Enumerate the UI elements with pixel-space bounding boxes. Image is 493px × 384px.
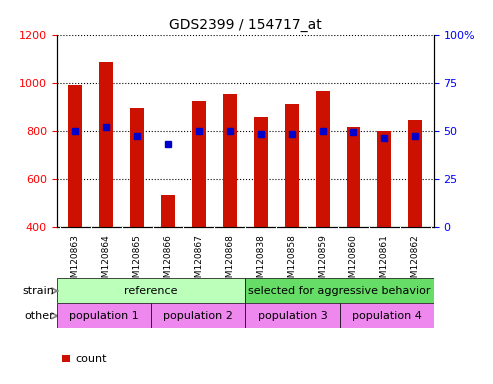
Bar bbox=[254, 117, 268, 227]
Bar bbox=[69, 85, 82, 227]
Bar bbox=[57, 303, 151, 328]
Text: population 1: population 1 bbox=[69, 311, 139, 321]
Text: GSM120858: GSM120858 bbox=[287, 234, 296, 289]
Bar bbox=[223, 94, 237, 227]
Text: GSM120865: GSM120865 bbox=[133, 234, 141, 289]
Bar bbox=[62, 355, 70, 362]
Bar bbox=[408, 120, 422, 227]
Bar bbox=[316, 91, 329, 227]
Text: GSM120859: GSM120859 bbox=[318, 234, 327, 289]
Bar bbox=[99, 62, 113, 227]
Bar bbox=[130, 108, 144, 227]
Text: GSM120860: GSM120860 bbox=[349, 234, 358, 289]
Bar bbox=[57, 278, 245, 303]
Title: GDS2399 / 154717_at: GDS2399 / 154717_at bbox=[169, 18, 321, 32]
Bar bbox=[151, 303, 245, 328]
Text: GSM120861: GSM120861 bbox=[380, 234, 389, 289]
Text: GSM120864: GSM120864 bbox=[102, 234, 110, 289]
Text: count: count bbox=[75, 354, 107, 364]
Text: GSM120838: GSM120838 bbox=[256, 234, 265, 289]
Text: population 4: population 4 bbox=[352, 311, 422, 321]
Bar bbox=[245, 278, 434, 303]
Text: GSM120863: GSM120863 bbox=[70, 234, 80, 289]
Text: GSM120866: GSM120866 bbox=[164, 234, 173, 289]
Bar bbox=[378, 131, 391, 227]
Text: GSM120868: GSM120868 bbox=[225, 234, 234, 289]
Text: population 3: population 3 bbox=[257, 311, 327, 321]
Bar bbox=[347, 127, 360, 227]
Text: GSM120862: GSM120862 bbox=[411, 234, 420, 289]
Bar bbox=[340, 303, 434, 328]
Text: GSM120867: GSM120867 bbox=[194, 234, 204, 289]
Text: selected for aggressive behavior: selected for aggressive behavior bbox=[248, 286, 431, 296]
Bar bbox=[284, 104, 299, 227]
Bar bbox=[192, 101, 206, 227]
Text: strain: strain bbox=[22, 286, 54, 296]
Bar bbox=[161, 195, 175, 227]
Text: other: other bbox=[25, 311, 54, 321]
Bar bbox=[245, 303, 340, 328]
Text: population 2: population 2 bbox=[163, 311, 233, 321]
Text: reference: reference bbox=[124, 286, 178, 296]
